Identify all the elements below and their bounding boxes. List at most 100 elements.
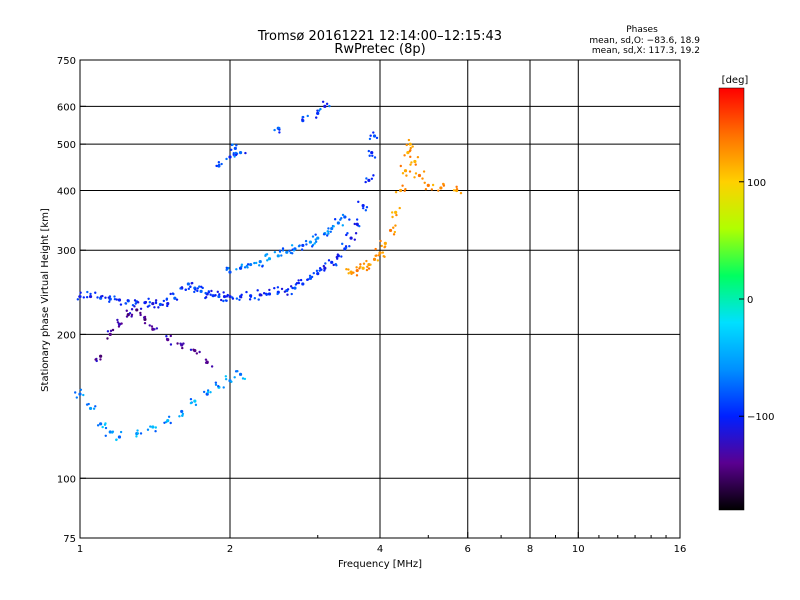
data-point [154,299,158,302]
data-point [175,298,179,301]
data-point [452,189,456,192]
data-point [416,155,420,159]
data-point [375,254,378,257]
data-point [204,296,208,299]
data-point [344,246,348,249]
data-point [268,288,271,292]
data-point [165,420,168,424]
data-point [392,233,396,236]
data-point [408,170,412,173]
data-point [422,170,426,173]
data-point [206,391,210,394]
data-point [139,307,143,310]
data-point [308,274,312,278]
phases-heading: Phases [626,25,658,35]
data-point [217,384,220,388]
data-point [306,114,309,118]
data-point [189,348,193,351]
colorbar: −100 0 100 [718,87,774,511]
data-point [76,298,80,301]
data-point [231,143,234,146]
data-point [224,375,228,378]
data-point [209,390,212,394]
data-point [231,297,235,300]
data-point [352,271,355,274]
data-point [151,425,155,429]
y-tick-label: 100 [57,474,76,485]
data-point [243,266,247,269]
data-point [181,414,184,417]
data-point [421,177,424,180]
data-point [327,227,330,230]
data-point [301,115,304,119]
data-point [298,244,301,247]
data-point [104,422,107,425]
data-point [79,388,83,391]
data-point [459,191,463,195]
data-point [88,406,93,411]
data-point [341,224,344,227]
data-point [401,172,405,175]
data-point [372,257,377,262]
data-point [92,407,96,410]
data-point [283,290,287,293]
data-point [323,266,327,270]
data-point [358,224,361,228]
data-point [353,238,356,241]
data-point [210,365,214,368]
data-point [347,272,350,275]
data-point [206,389,210,392]
data-point [355,218,359,221]
data-point [314,240,318,243]
data-point [207,291,211,294]
data-point [316,272,320,276]
data-point [322,233,326,236]
data-point [305,243,308,246]
data-point [135,435,138,438]
colorbar-tick-label: 100 [747,178,766,189]
data-point [409,146,412,150]
data-point [364,209,368,212]
data-point [192,348,195,351]
data-point [314,238,317,241]
data-point [139,311,142,315]
data-point [176,342,179,345]
data-point [325,102,329,106]
data-point [240,293,243,297]
data-point [115,438,118,442]
data-point [167,415,171,418]
phases-mean-o: mean, sd,O: −83.6, 18.9 [589,36,700,46]
data-point [357,200,360,204]
data-point [335,255,339,259]
data-point [365,206,369,209]
x-tick-label: 10 [572,544,585,555]
data-point [198,350,201,354]
data-point [326,234,329,237]
data-point [368,137,372,141]
data-point [318,269,321,272]
y-tick-label: 750 [57,56,76,67]
data-point [150,325,154,328]
data-point [411,145,414,148]
series-1 [76,131,379,309]
data-point [154,426,158,429]
x-tick-label: 6 [465,544,471,555]
data-point [79,291,82,294]
data-point [273,286,276,290]
data-point [318,267,322,270]
data-point [340,255,343,258]
data-point [180,286,184,289]
data-point [345,233,348,237]
data-point [116,318,119,322]
data-point [439,186,443,190]
data-point [214,383,218,386]
data-point [332,225,335,228]
data-point [96,296,99,299]
data-point [117,325,121,328]
series-2 [225,213,351,274]
data-point [236,370,239,373]
data-point [195,352,199,355]
data-point [113,295,116,298]
data-point [78,392,82,396]
data-point [244,151,247,155]
